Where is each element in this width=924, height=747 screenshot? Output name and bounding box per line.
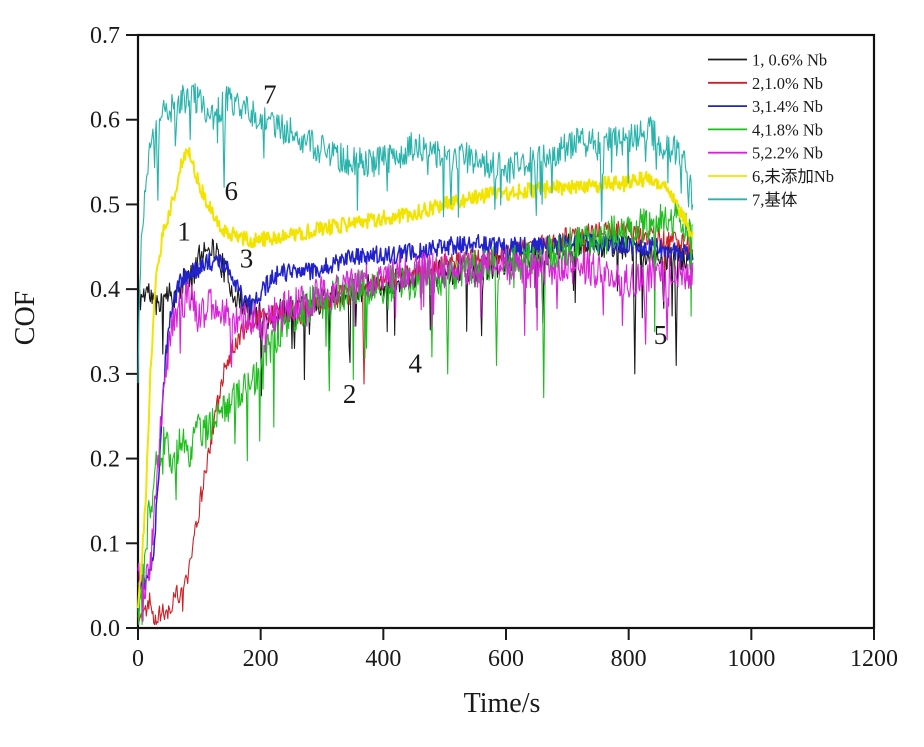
legend-item: 7,基体	[708, 190, 798, 209]
y-tick-label: 0.6	[90, 108, 120, 134]
legend: 1, 0.6% Nb 2,1.0% Nb 3,1.4% Nb 4,1.8% Nb 5,2…	[708, 51, 834, 209]
y-tick-label: 0.1	[90, 531, 120, 557]
legend-item: 4,1.8% Nb	[708, 120, 823, 139]
series-line-7	[137, 83, 694, 384]
curve-number-label: 4	[408, 349, 422, 379]
legend-label: 4,1.8% Nb	[752, 120, 823, 139]
y-tick-label: 0.4	[90, 277, 120, 303]
y-tick-label: 0.3	[90, 362, 120, 388]
legend-item: 6,未添加Nb	[708, 167, 834, 186]
legend-label: 6,未添加Nb	[752, 167, 834, 186]
legend-item: 2,1.0% Nb	[708, 74, 823, 93]
x-tick-label: 600	[488, 646, 524, 672]
curve-number-label: 1	[177, 217, 191, 247]
y-axis-title: COF	[10, 291, 41, 345]
x-axis-title: Time/s	[464, 688, 541, 719]
x-tick-label: 1200	[850, 646, 898, 672]
axes-layer: 0 200 400 600 800 1000 1200 0.0 0.1 0.2 0.3 0.4 0.5 0…	[90, 23, 898, 672]
x-tick-label: 0	[132, 646, 144, 672]
legend-item: 1, 0.6% Nb	[708, 51, 827, 70]
legend-item: 5,2.2% Nb	[708, 144, 823, 163]
series-line-4	[137, 200, 693, 626]
y-tick-label: 0.5	[90, 192, 120, 218]
curve-number-label: 5	[654, 320, 668, 350]
legend-item: 3,1.4% Nb	[708, 97, 823, 116]
y-tick-label: 0.2	[90, 447, 120, 473]
annotations-layer: 7 6 1 3 2 4 5	[177, 79, 667, 409]
series-layer	[137, 83, 694, 626]
curve-number-label: 6	[224, 176, 238, 206]
y-tick-label: 0.0	[90, 616, 120, 642]
x-tick-label: 200	[243, 646, 279, 672]
legend-label: 3,1.4% Nb	[752, 97, 823, 116]
x-tick-label: 800	[611, 646, 647, 672]
y-tick-label: 0.7	[90, 23, 120, 49]
series-line-5	[137, 247, 694, 622]
legend-label: 7,基体	[752, 190, 798, 209]
curve-number-label: 7	[263, 79, 277, 109]
x-tick-label: 400	[365, 646, 401, 672]
curve-number-label: 2	[343, 379, 357, 409]
series-line-6	[137, 147, 694, 609]
legend-label: 1, 0.6% Nb	[752, 51, 827, 70]
x-tick-label: 1000	[727, 646, 775, 672]
legend-label: 2,1.0% Nb	[752, 74, 823, 93]
curve-number-label: 3	[240, 244, 254, 274]
legend-label: 5,2.2% Nb	[752, 144, 823, 163]
